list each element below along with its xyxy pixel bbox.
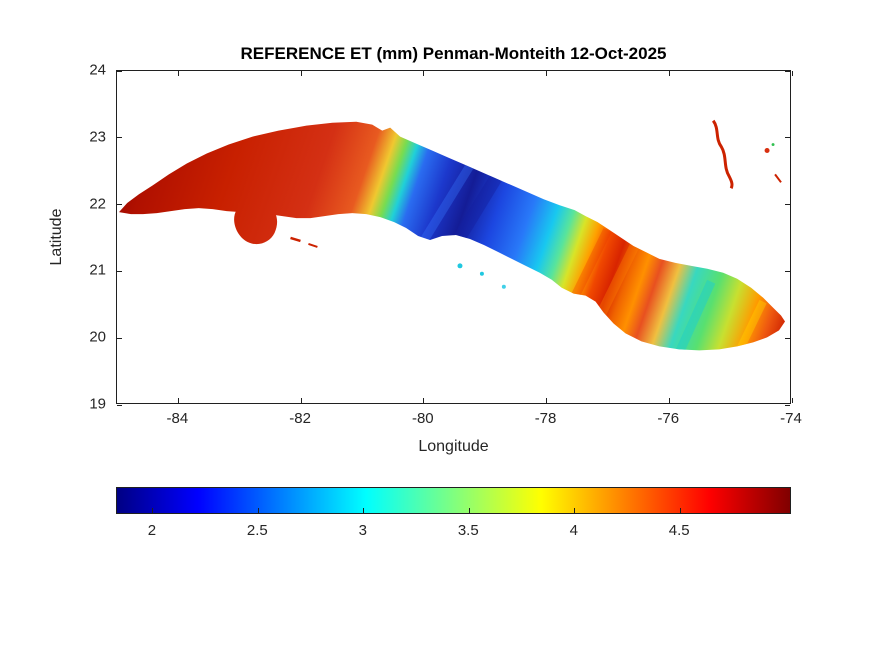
x-tick-label: -78 <box>534 410 557 427</box>
colorbar-tick-label: 2.5 <box>246 522 268 539</box>
x-tick-mark <box>668 398 670 403</box>
y-tick-mark <box>117 337 122 339</box>
plot-area <box>116 70 793 406</box>
y-tick-mark <box>785 70 790 72</box>
y-tick-mark <box>117 137 122 139</box>
y-tick-label: 19 <box>89 395 106 413</box>
colorbar-tick-mark <box>574 508 576 513</box>
cuba-mainland <box>118 121 786 351</box>
x-tick-label: -84 <box>166 410 189 427</box>
x-tick-mark <box>546 71 548 76</box>
isla-de-la-juventud <box>234 201 278 245</box>
y-tick-label: 21 <box>89 261 106 279</box>
colorbar-tick-label: 3.5 <box>457 522 479 539</box>
y-tick-label: 22 <box>89 195 106 213</box>
colorbar-tick-mark <box>679 508 681 513</box>
colorbar-tick-mark <box>468 508 470 513</box>
colorbar-tick-label: 4 <box>569 522 578 539</box>
y-tick-mark <box>117 204 122 206</box>
x-tick-label: -74 <box>780 410 802 427</box>
y-tick-mark <box>117 70 122 72</box>
y-tick-mark <box>785 337 790 339</box>
x-tick-label: -80 <box>411 410 434 427</box>
x-tick-label: -82 <box>289 410 311 427</box>
x-tick-mark <box>177 71 179 76</box>
x-tick-mark <box>423 398 425 403</box>
y-tick-mark <box>117 270 122 272</box>
y-tick-label: 23 <box>89 128 106 146</box>
x-tick-mark <box>791 398 793 403</box>
y-tick-mark <box>785 404 790 406</box>
bahamas-cays <box>711 119 782 189</box>
x-axis-label: Longitude <box>418 438 489 455</box>
y-tick-mark <box>785 270 790 272</box>
x-tick-mark <box>546 398 548 403</box>
colorbar-tick-label: 2 <box>147 522 157 539</box>
y-tick-label: 24 <box>89 61 106 79</box>
colorbar-tick-label: 4.5 <box>668 522 690 539</box>
colorbar-tick-mark <box>257 508 259 513</box>
y-tick-mark <box>785 137 790 139</box>
y-tick-label: 20 <box>89 328 106 346</box>
x-tick-mark <box>177 398 179 403</box>
colorbar-tick-label: 3 <box>358 522 367 539</box>
colorbar-tick-mark <box>152 508 154 513</box>
x-tick-mark <box>300 398 302 403</box>
colorbar-tick-mark <box>363 508 365 513</box>
y-tick-mark <box>117 404 122 406</box>
cuba-et-map <box>118 119 786 351</box>
chart-title: REFERENCE ET (mm) Penman-Monteith 12-Oct… <box>240 44 667 63</box>
x-tick-mark <box>791 71 793 76</box>
x-tick-mark <box>423 71 425 76</box>
y-axis-label: Latitude <box>48 208 65 266</box>
x-tick-mark <box>300 71 302 76</box>
x-tick-mark <box>668 71 670 76</box>
x-tick-label: -76 <box>657 410 680 427</box>
y-tick-mark <box>785 204 790 206</box>
small-cays <box>290 236 506 289</box>
colorbar <box>116 487 791 514</box>
